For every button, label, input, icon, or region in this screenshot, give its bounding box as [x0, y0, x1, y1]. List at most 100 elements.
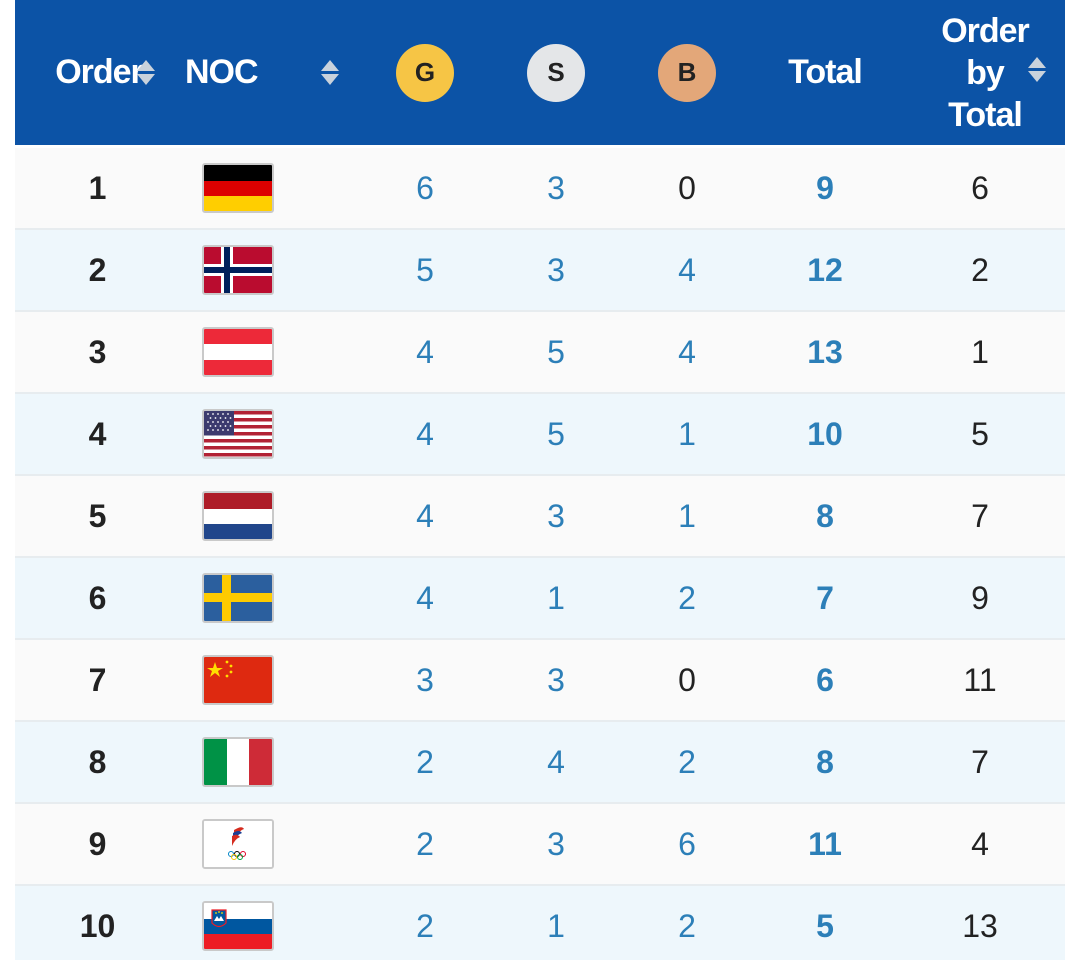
gold-count-link[interactable]: 2: [416, 825, 434, 862]
noc-cell[interactable]: [200, 558, 276, 638]
table-row[interactable]: 5 4 3 1 8 7: [15, 476, 1065, 558]
table-row[interactable]: 1 6 3 0 9 6: [15, 148, 1065, 230]
order-cell: 9: [88, 825, 107, 862]
order-cell: 8: [88, 743, 107, 780]
gold-medal-label: G: [414, 57, 436, 87]
gold-column-header[interactable]: G: [385, 0, 465, 145]
silver-count-link[interactable]: 3: [547, 169, 565, 206]
noc-header-label: NOC: [185, 53, 259, 91]
order-by-total-cell: 5: [971, 415, 989, 452]
gold-count-link[interactable]: 2: [416, 743, 434, 780]
silver-count-link[interactable]: 5: [547, 333, 565, 370]
netherlands-flag-icon[interactable]: [202, 491, 274, 541]
total-count-link[interactable]: 7: [816, 579, 834, 616]
gold-count-link[interactable]: 4: [416, 333, 434, 370]
bronze-count: 0: [678, 661, 696, 698]
bronze-count-link[interactable]: 4: [678, 251, 696, 288]
table-row[interactable]: 10 2 1 2 5 13: [15, 886, 1065, 960]
silver-count-link[interactable]: 3: [547, 661, 565, 698]
order-cell: 4: [88, 415, 107, 452]
table-row[interactable]: 2 5 3 4 12 2: [15, 230, 1065, 312]
order-header-label: Order: [55, 53, 144, 91]
noc-cell[interactable]: [200, 804, 276, 884]
order-cell: 6: [88, 579, 107, 616]
table-row[interactable]: 4 4 5 1 10 5: [15, 394, 1065, 476]
table-row[interactable]: 7 3 3 0 6 11: [15, 640, 1065, 722]
order-by-total-cell: 7: [971, 743, 989, 780]
silver-count-link[interactable]: 5: [547, 415, 565, 452]
bronze-count-link[interactable]: 6: [678, 825, 696, 862]
silver-count-link[interactable]: 3: [547, 825, 565, 862]
gold-count-link[interactable]: 3: [416, 661, 434, 698]
bronze-count-link[interactable]: 1: [678, 415, 696, 452]
total-count-link[interactable]: 6: [816, 661, 834, 698]
sweden-flag-icon[interactable]: [202, 573, 274, 623]
bronze-count-link[interactable]: 1: [678, 497, 696, 534]
order-by-total-line-1: Order: [941, 11, 1030, 50]
gold-count-link[interactable]: 5: [416, 251, 434, 288]
silver-column-header[interactable]: S: [516, 0, 596, 145]
italy-flag-icon[interactable]: [202, 737, 274, 787]
norway-flag-icon[interactable]: [202, 245, 274, 295]
noc-cell[interactable]: [200, 148, 276, 228]
gold-count-link[interactable]: 4: [416, 415, 434, 452]
noc-cell[interactable]: [200, 230, 276, 310]
gold-count-link[interactable]: 2: [416, 907, 434, 944]
total-count-link[interactable]: 9: [816, 169, 834, 206]
austria-flag-icon[interactable]: [202, 327, 274, 377]
roc-emblem-icon[interactable]: [202, 819, 274, 869]
bronze-medal-label: B: [677, 57, 697, 87]
bronze-medal-icon: B: [658, 43, 716, 102]
total-count-link[interactable]: 12: [807, 251, 843, 288]
table-row[interactable]: 9 2 3 6 11 4: [15, 804, 1065, 886]
bronze-column-header[interactable]: B: [647, 0, 727, 145]
gold-count-link[interactable]: 4: [416, 579, 434, 616]
medal-table: Order NOC G S B Total O: [15, 0, 1065, 960]
china-flag-icon[interactable]: [202, 655, 274, 705]
gold-count-link[interactable]: 4: [416, 497, 434, 534]
noc-column-header[interactable]: NOC: [185, 0, 285, 145]
noc-cell[interactable]: [200, 886, 276, 960]
germany-flag-icon[interactable]: [202, 163, 274, 213]
silver-count-link[interactable]: 3: [547, 251, 565, 288]
order-by-total-line-2: by: [966, 53, 1005, 92]
table-row[interactable]: 8 2 4 2 8 7: [15, 722, 1065, 804]
order-column-header[interactable]: Order: [40, 0, 170, 145]
silver-count-link[interactable]: 1: [547, 579, 565, 616]
usa-flag-icon[interactable]: [202, 409, 274, 459]
order-by-total-sort-icon[interactable]: [1028, 56, 1046, 84]
silver-count-link[interactable]: 4: [547, 743, 565, 780]
total-count-link[interactable]: 13: [807, 333, 843, 370]
noc-sort-icon[interactable]: [321, 59, 339, 87]
order-by-total-cell: 13: [962, 907, 998, 944]
order-sort-icon[interactable]: [136, 59, 155, 87]
total-count-link[interactable]: 11: [808, 825, 842, 862]
order-cell: 2: [88, 251, 107, 288]
noc-cell[interactable]: [200, 312, 276, 392]
noc-cell[interactable]: [200, 394, 276, 474]
bronze-count-link[interactable]: 4: [678, 333, 696, 370]
silver-count-link[interactable]: 3: [547, 497, 565, 534]
total-count-link[interactable]: 10: [807, 415, 843, 452]
order-by-total-cell: 2: [971, 251, 989, 288]
table-row[interactable]: 6 4 1 2 7 9: [15, 558, 1065, 640]
noc-cell[interactable]: [200, 640, 276, 720]
table-row[interactable]: 3 4 5 4 13 1: [15, 312, 1065, 394]
slovenia-flag-icon[interactable]: [202, 901, 274, 951]
noc-cell[interactable]: [200, 722, 276, 802]
silver-count-link[interactable]: 1: [547, 907, 565, 944]
bronze-count-link[interactable]: 2: [678, 907, 696, 944]
noc-cell[interactable]: [200, 476, 276, 556]
order-by-total-cell: 1: [971, 333, 989, 370]
total-column-header[interactable]: Total: [770, 0, 880, 145]
order-by-total-column-header[interactable]: Order by Total: [920, 0, 1050, 145]
bronze-count-link[interactable]: 2: [678, 743, 696, 780]
total-count-link[interactable]: 8: [816, 743, 834, 780]
total-count-link[interactable]: 8: [816, 497, 834, 534]
total-count-link[interactable]: 5: [816, 907, 834, 944]
order-by-total-line-3: Total: [948, 95, 1023, 134]
noc-sort-button[interactable]: [315, 0, 345, 145]
bronze-count-link[interactable]: 2: [678, 579, 696, 616]
order-cell: 3: [88, 333, 107, 370]
gold-count-link[interactable]: 6: [416, 169, 434, 206]
